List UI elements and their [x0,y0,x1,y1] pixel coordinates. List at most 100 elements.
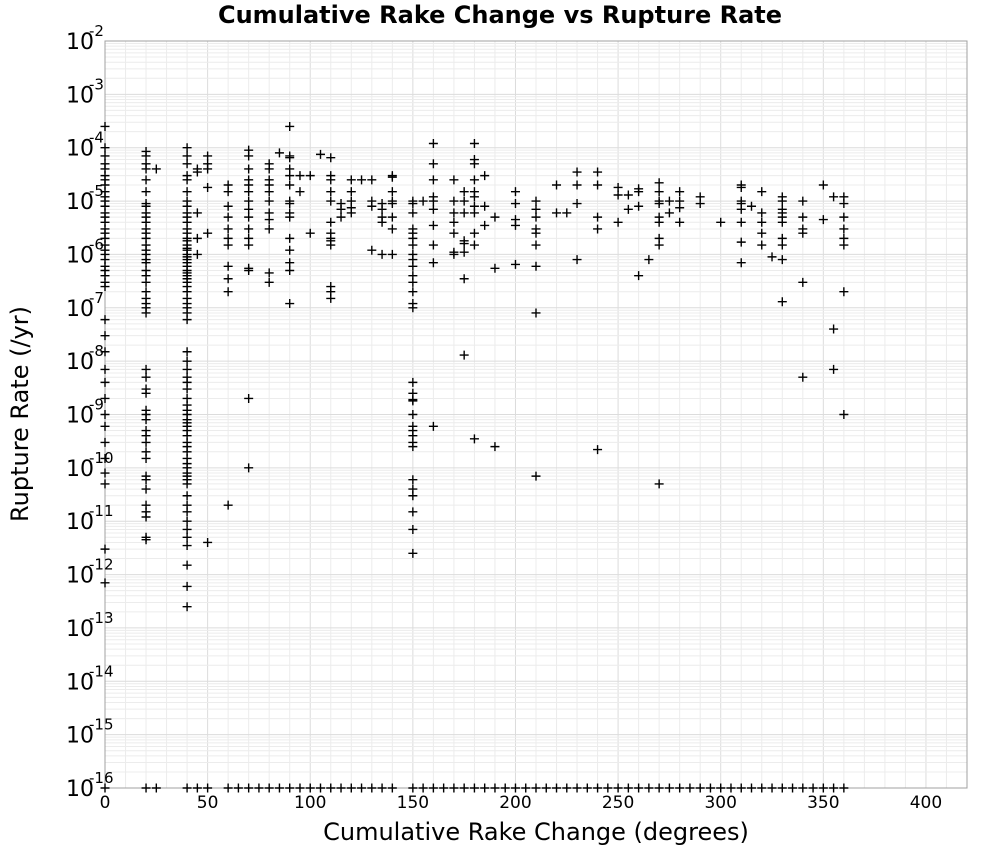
data-point [510,259,520,269]
data-point [839,199,849,209]
data-point [818,783,828,793]
data-point [285,233,295,243]
data-point [285,245,295,255]
y-tick-label: 10-10 [66,449,114,482]
data-point [223,783,233,793]
data-point [336,783,346,793]
x-tick-labels: 0 50 100 150 200 250 300 350 400 [100,793,943,813]
data-point [777,196,787,206]
data-point [469,240,479,250]
data-point [408,277,418,287]
data-point [141,308,151,318]
y-tick-label: 10-3 [66,75,104,108]
data-point [387,224,397,234]
data-point [654,783,664,793]
data-point [244,164,254,174]
data-point [531,228,541,238]
data-point [223,274,233,284]
data-point [736,258,746,268]
data-point [408,410,418,419]
y-tick-exponent: -16 [89,769,114,787]
data-point [654,479,664,489]
data-point [613,182,623,192]
data-point [182,541,192,551]
data-point [100,364,110,374]
data-point [285,258,295,268]
data-point [695,783,705,793]
data-point [469,228,479,238]
data-point [675,783,685,793]
data-point [326,783,336,793]
data-point [408,396,418,406]
data-point [449,208,459,218]
data-point [582,783,592,793]
data-point [367,245,377,255]
data-point [326,175,336,185]
x-tick-label: 150 [397,793,429,813]
data-point [777,783,787,793]
y-tick-exponent: -3 [89,75,104,93]
data-point [182,143,192,153]
data-point [634,271,644,281]
data-point [100,410,110,419]
data-point [767,252,777,262]
data-point [829,783,839,793]
data-point [141,783,151,793]
data-point [387,187,397,197]
data-point [408,491,418,501]
data-point [777,297,787,307]
data-point [449,783,459,793]
data-point [244,212,254,222]
data-point [182,491,192,501]
data-point [244,196,254,206]
data-point [531,471,541,481]
data-point [285,783,295,793]
data-point [408,261,418,271]
data-point [510,199,520,209]
data-point [757,208,767,218]
y-tick-exponent: -15 [89,716,114,734]
data-point [736,217,746,227]
data-point [839,287,849,297]
data-point [141,364,151,374]
data-point [839,783,849,793]
data-point [100,347,110,357]
y-axis-label: Rupture Rate (/yr) [6,306,34,522]
data-point [777,217,787,227]
data-point [623,783,633,793]
x-tick-label: 200 [499,793,531,813]
data-point [459,208,469,218]
data-point [182,532,192,542]
data-point [264,215,274,225]
data-point [788,783,798,793]
y-tick-base: 10 [66,670,94,695]
data-point [285,153,295,163]
data-point [223,201,233,211]
data-point [767,783,777,793]
data-point [408,208,418,218]
data-point [469,159,479,169]
data-point [264,277,274,287]
data-point [244,224,254,234]
data-point [346,175,356,185]
data-point [829,324,839,334]
data-point [326,217,336,227]
data-point [100,468,110,478]
y-tick-base: 10 [66,457,94,482]
data-point [367,783,377,793]
data-point [593,445,603,455]
data-point [469,192,479,202]
data-point [531,308,541,318]
y-tick-base: 10 [66,404,94,429]
data-point [418,196,428,206]
data-point [808,783,818,793]
data-point [203,151,213,161]
data-point [141,372,151,382]
data-point [818,180,828,190]
data-point [305,171,315,181]
data-point [500,783,510,793]
data-point [613,217,623,227]
y-tick-base: 10 [66,243,94,268]
data-point [593,180,603,190]
data-point [141,258,151,268]
